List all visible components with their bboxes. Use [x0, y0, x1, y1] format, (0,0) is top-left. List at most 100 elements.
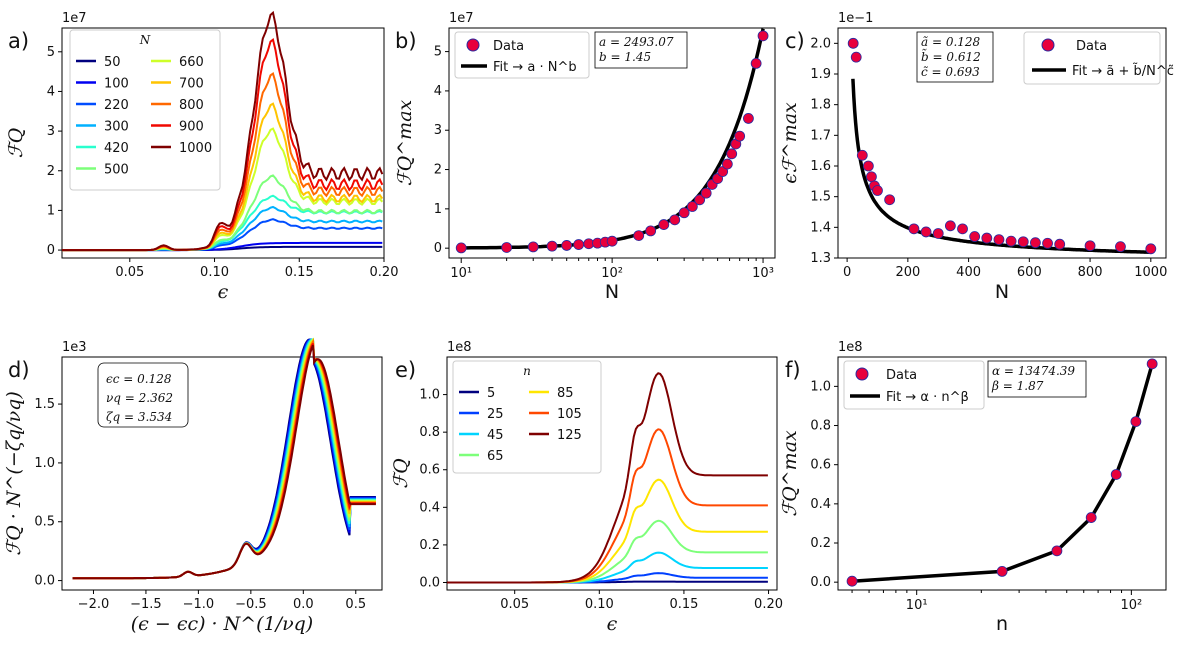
- x-tick-label: 0.10: [200, 265, 229, 280]
- legend-label: 25: [487, 407, 504, 422]
- y-axis-label: ϵℱ^max: [779, 102, 801, 184]
- legend-label: 660: [179, 55, 204, 70]
- y-tick-label: 1.3: [810, 251, 831, 266]
- data-point: [866, 171, 877, 183]
- y-tick-label: 1.5: [810, 190, 831, 205]
- y-tick-label: 0.0: [810, 575, 831, 590]
- data-point: [1084, 240, 1096, 252]
- y-tick-label: 2.0: [810, 36, 831, 51]
- data-point: [1115, 241, 1126, 253]
- x-axis-label: n: [996, 613, 1008, 635]
- data-point: [1054, 238, 1066, 250]
- y-tick-label: 5: [47, 45, 55, 60]
- axis-exponent: 1e8: [447, 340, 472, 355]
- legend-label: 800: [179, 98, 204, 113]
- series-line: [62, 10, 384, 252]
- x-tick-label: 0.05: [115, 265, 144, 280]
- legend-box: [454, 31, 590, 79]
- data-point: [908, 223, 920, 235]
- x-tick-label: −1.5: [130, 597, 162, 612]
- legend-title: n: [523, 364, 531, 378]
- data-point: [944, 220, 956, 232]
- y-axis-label: ℱQ: [5, 128, 27, 159]
- annotation-box: [916, 31, 994, 83]
- data-point: [1146, 358, 1158, 370]
- annotation-text: β = 1.87: [991, 379, 1044, 393]
- legend: n 5 25 45 65 85 105 125: [452, 360, 602, 474]
- legend-label: 65: [487, 449, 504, 464]
- data-point: [721, 158, 733, 170]
- legend-label: Data: [886, 368, 917, 383]
- data-point: [573, 239, 585, 250]
- data-point: [846, 575, 858, 587]
- data-point: [658, 219, 670, 230]
- data-point: [1110, 469, 1122, 480]
- legend-label: Fit → α · n^β: [886, 390, 969, 405]
- data-point: [1017, 236, 1029, 248]
- y-tick-label: 0.8: [419, 425, 440, 440]
- axis-exponent: 1e8: [838, 340, 863, 355]
- annotation-text: c̃ = 0.693: [921, 65, 980, 79]
- legend-box: [452, 360, 602, 474]
- annotation: α = 13474.39β = 1.87: [987, 360, 1087, 398]
- series-line: [447, 372, 768, 584]
- annotation-box: [987, 360, 1087, 398]
- fit-line: [851, 78, 1151, 254]
- y-tick-label: 0.8: [810, 419, 831, 434]
- x-axis-label: N: [995, 281, 1009, 303]
- legend-label: 1000: [179, 141, 212, 156]
- data-point: [957, 223, 968, 235]
- x-axis-label: ϵ: [218, 281, 229, 303]
- legend: Data Fit → a · N^b: [454, 31, 590, 79]
- legend-label: 700: [179, 77, 204, 92]
- x-tick-label: 10¹: [906, 598, 928, 613]
- data-point: [981, 232, 993, 244]
- annotation-text: a = 2493.07: [599, 35, 674, 49]
- data-point: [546, 240, 558, 252]
- data-point: [686, 201, 698, 212]
- legend-label: 220: [104, 98, 129, 113]
- y-tick-label: 0: [434, 241, 442, 256]
- x-tick-label: 0.15: [285, 265, 314, 280]
- x-axis-label: ϵ: [607, 613, 618, 635]
- annotation-text: νq = 2.362: [106, 391, 173, 405]
- x-tick-label: −0.5: [235, 597, 267, 612]
- annotation-box: [594, 31, 688, 69]
- panel-5: e) 1e8 0.05 0.10 0.15 0.20 0.0 0.2 0.4 0.6 0.8 1.0 ϵ…: [390, 340, 783, 635]
- y-tick-label: 1.8: [810, 98, 831, 113]
- data-point: [501, 242, 513, 253]
- y-tick-label: 1.9: [810, 67, 831, 82]
- axis-exponent: 1e3: [62, 340, 87, 355]
- data-point: [633, 230, 645, 241]
- y-axis-label: ℱQ^max: [779, 430, 801, 517]
- legend-marker: [466, 38, 480, 52]
- x-axis-label: N: [605, 281, 619, 303]
- legend-label: Data: [1076, 39, 1107, 54]
- y-axis-label: ℱQ^max: [394, 99, 416, 186]
- plot-frame: [837, 27, 1167, 259]
- y-tick-label: 0.2: [810, 536, 831, 551]
- legend-marker: [1041, 38, 1055, 52]
- y-tick-label: 2: [434, 163, 442, 178]
- plot-frame: [61, 27, 385, 259]
- legend-label: 45: [487, 428, 504, 443]
- y-tick-label: 0.4: [810, 497, 831, 512]
- y-tick-label: 1.0: [419, 388, 440, 403]
- y-tick-label: 0.6: [810, 458, 831, 473]
- data-point: [850, 51, 862, 63]
- x-tick-label: 600: [1017, 265, 1042, 280]
- data-point: [455, 242, 467, 254]
- x-tick-label: 0.5: [345, 597, 366, 612]
- x-tick-label: 10¹: [450, 266, 472, 281]
- panel-4: d) 1e3 −2.0 −1.5 −1.0 −0.5 0.0 0.5 0.0 0.5 1.0 1.5 (…: [3, 337, 383, 635]
- y-tick-label: 1: [47, 203, 55, 218]
- series-line: [447, 519, 768, 584]
- plot-frame: [61, 356, 383, 591]
- data-point: [1042, 237, 1053, 249]
- x-tick-label: 10²: [601, 266, 623, 281]
- panel-label: c): [785, 29, 805, 53]
- data-point: [606, 235, 618, 247]
- y-tick-label: 1.0: [34, 456, 55, 471]
- legend-label: Fit → ã + b̃/N^c̃: [1072, 64, 1174, 79]
